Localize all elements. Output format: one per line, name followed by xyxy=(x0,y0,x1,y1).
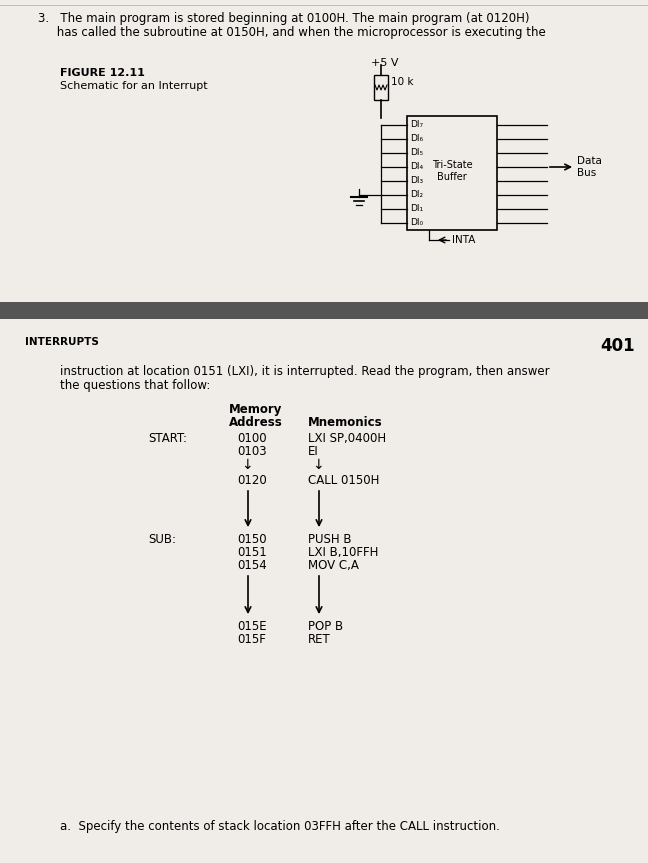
Bar xyxy=(374,75,388,100)
Text: DI₄: DI₄ xyxy=(410,162,423,171)
Text: PUSH B: PUSH B xyxy=(308,533,351,546)
Text: INTERRUPTS: INTERRUPTS xyxy=(25,337,99,347)
Text: Schematic for an Interrupt: Schematic for an Interrupt xyxy=(60,81,207,91)
Text: Mnemonics: Mnemonics xyxy=(308,416,382,429)
Text: DI₂: DI₂ xyxy=(410,190,423,199)
Text: 0103: 0103 xyxy=(237,445,266,458)
Text: Tri-State: Tri-State xyxy=(432,160,472,170)
Bar xyxy=(0,302,648,319)
Text: has called the subroutine at 0150H, and when the microprocessor is executing the: has called the subroutine at 0150H, and … xyxy=(38,26,546,39)
Text: instruction at location 0151 (LXI), it is interrupted. Read the program, then an: instruction at location 0151 (LXI), it i… xyxy=(60,365,550,378)
Text: 0100: 0100 xyxy=(237,432,266,445)
Text: FIGURE 12.11: FIGURE 12.11 xyxy=(60,68,145,78)
Text: ↓: ↓ xyxy=(241,458,253,472)
Text: Address: Address xyxy=(229,416,283,429)
Text: 10 k: 10 k xyxy=(391,77,413,87)
Text: 0150: 0150 xyxy=(237,533,266,546)
Text: Bus: Bus xyxy=(577,168,596,178)
Text: 0120: 0120 xyxy=(237,474,267,487)
Text: 0154: 0154 xyxy=(237,559,267,572)
Text: 0151: 0151 xyxy=(237,546,267,559)
Text: LXI B,10FFH: LXI B,10FFH xyxy=(308,546,378,559)
Text: Data: Data xyxy=(577,156,602,166)
Text: INTA: INTA xyxy=(452,235,476,245)
Text: DI₆: DI₆ xyxy=(410,134,423,143)
Text: +5 V: +5 V xyxy=(371,58,399,68)
Bar xyxy=(407,116,497,230)
Text: Memory: Memory xyxy=(229,403,283,416)
Text: 015F: 015F xyxy=(237,633,266,646)
Text: START:: START: xyxy=(148,432,187,445)
Text: DI₀: DI₀ xyxy=(410,218,423,227)
Text: CALL 0150H: CALL 0150H xyxy=(308,474,379,487)
Text: DI₃: DI₃ xyxy=(410,176,423,185)
Text: 3.   The main program is stored beginning at 0100H. The main program (at 0120H): 3. The main program is stored beginning … xyxy=(38,12,529,25)
Text: 401: 401 xyxy=(600,337,634,355)
Text: the questions that follow:: the questions that follow: xyxy=(60,379,211,392)
Text: Buffer: Buffer xyxy=(437,172,467,182)
Text: EI: EI xyxy=(308,445,319,458)
Text: ↓: ↓ xyxy=(312,458,323,472)
Text: a.  Specify the contents of stack location 03FFH after the CALL instruction.: a. Specify the contents of stack locatio… xyxy=(60,820,500,833)
Text: DI₁: DI₁ xyxy=(410,204,423,213)
Text: LXI SP,0400H: LXI SP,0400H xyxy=(308,432,386,445)
Text: 015E: 015E xyxy=(237,620,266,633)
Text: DI₅: DI₅ xyxy=(410,148,423,157)
Text: DI₇: DI₇ xyxy=(410,120,423,129)
Text: SUB:: SUB: xyxy=(148,533,176,546)
Text: RET: RET xyxy=(308,633,330,646)
Text: POP B: POP B xyxy=(308,620,343,633)
Text: MOV C,A: MOV C,A xyxy=(308,559,359,572)
